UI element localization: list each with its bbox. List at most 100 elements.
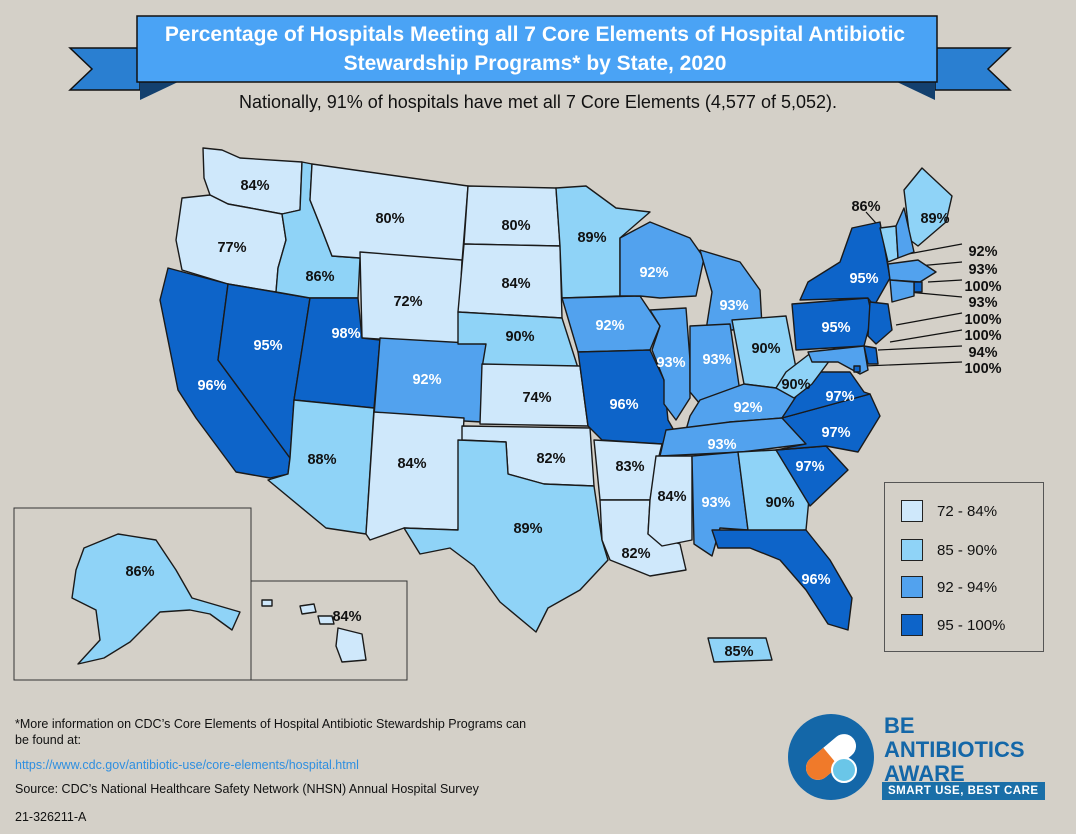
state-label-va: 97% bbox=[825, 389, 854, 405]
state-ak bbox=[71, 533, 241, 665]
state-label-ca: 96% bbox=[197, 378, 226, 394]
state-label-de: 100% bbox=[964, 328, 1001, 344]
legend-label: 85 - 90% bbox=[937, 541, 998, 559]
state-label-ga: 90% bbox=[765, 495, 794, 511]
state-label-tn: 93% bbox=[707, 437, 736, 453]
state-nm bbox=[365, 411, 465, 541]
state-label-nj: 100% bbox=[964, 312, 1001, 328]
state-label-sc: 97% bbox=[795, 459, 824, 475]
state-label-ne: 90% bbox=[505, 329, 534, 345]
state-label-wi: 92% bbox=[639, 265, 668, 281]
state-label-dc: 100% bbox=[964, 361, 1001, 377]
state-label-ok: 82% bbox=[536, 451, 565, 467]
be-antibiotics-aware-logo: BE ANTIBIOTICS AWARE SMART USE, BEST CAR… bbox=[788, 712, 1048, 802]
state-label-oh: 90% bbox=[751, 341, 780, 357]
state-label-id: 86% bbox=[305, 269, 334, 285]
legend-swatch bbox=[901, 576, 923, 598]
state-pr bbox=[707, 637, 773, 663]
state-nj bbox=[867, 301, 893, 345]
state-tx bbox=[403, 439, 609, 633]
legend-item: 92 - 94% bbox=[901, 575, 997, 599]
state-label-vt: 86% bbox=[851, 199, 880, 215]
state-label-nh: 92% bbox=[968, 244, 997, 260]
state-label-tx: 89% bbox=[513, 521, 542, 537]
logo-wordmark: BE ANTIBIOTICS AWARE bbox=[884, 714, 1025, 786]
logo-line: AWARE bbox=[884, 761, 965, 786]
state-label-ak: 86% bbox=[125, 564, 154, 580]
state-ny bbox=[799, 221, 891, 307]
logo-line: BE bbox=[884, 713, 915, 738]
logo-tagline: SMART USE, BEST CARE bbox=[882, 782, 1045, 800]
leader-lines bbox=[863, 211, 963, 367]
state-label-ky: 92% bbox=[733, 400, 762, 416]
state-label-ks: 74% bbox=[522, 390, 551, 406]
legend-label: 92 - 94% bbox=[937, 578, 998, 596]
state-label-mi: 93% bbox=[719, 298, 748, 314]
logo-line: ANTIBIOTICS bbox=[884, 737, 1025, 762]
state-label-sd: 84% bbox=[501, 276, 530, 292]
state-label-pr: 85% bbox=[724, 644, 753, 660]
legend-swatch bbox=[901, 539, 923, 561]
state-label-ri: 100% bbox=[964, 279, 1001, 295]
legend-swatch bbox=[901, 500, 923, 522]
state-ri bbox=[913, 281, 923, 293]
state-label-fl: 96% bbox=[801, 572, 830, 588]
legend-item: 72 - 84% bbox=[901, 499, 997, 523]
state-il bbox=[649, 307, 691, 421]
state-label-mt: 80% bbox=[375, 211, 404, 227]
state-ct bbox=[889, 279, 915, 303]
state-label-md: 94% bbox=[968, 345, 997, 361]
hawaii-inset-frame bbox=[250, 580, 408, 681]
state-dc bbox=[853, 365, 861, 373]
state-fl bbox=[711, 529, 853, 631]
legend-item: 85 - 90% bbox=[901, 538, 997, 562]
state-wi bbox=[619, 221, 705, 299]
state-label-ar: 83% bbox=[615, 459, 644, 475]
state-label-wv: 90% bbox=[781, 377, 810, 393]
state-label-ut: 98% bbox=[331, 326, 360, 342]
state-label-mn: 89% bbox=[577, 230, 606, 246]
state-label-in: 93% bbox=[702, 352, 731, 368]
state-hi bbox=[261, 599, 367, 663]
legend-label: 72 - 84% bbox=[937, 502, 998, 520]
state-label-nv: 95% bbox=[253, 338, 282, 354]
state-ma bbox=[887, 259, 937, 283]
state-me bbox=[903, 167, 953, 247]
state-label-pa: 95% bbox=[821, 320, 850, 336]
state-label-me: 89% bbox=[920, 211, 949, 227]
state-nh bbox=[895, 207, 915, 259]
state-label-nd: 80% bbox=[501, 218, 530, 234]
banner-ribbon bbox=[68, 15, 1012, 100]
state-md bbox=[807, 345, 869, 375]
state-label-wy: 72% bbox=[393, 294, 422, 310]
core-elements-link[interactable]: https://www.cdc.gov/antibiotic-use/core-… bbox=[15, 758, 359, 772]
state-nc bbox=[775, 393, 881, 453]
legend-label: 95 - 100% bbox=[937, 616, 1006, 634]
state-label-ct: 93% bbox=[968, 295, 997, 311]
state-label-mo: 96% bbox=[609, 397, 638, 413]
title-banner: Percentage of Hospitals Meeting all 7 Co… bbox=[0, 0, 1076, 110]
state-nd bbox=[463, 185, 561, 247]
legend-item: 95 - 100% bbox=[901, 613, 1005, 637]
state-label-wa: 84% bbox=[240, 178, 269, 194]
chart-title: Percentage of Hospitals Meeting all 7 Co… bbox=[164, 23, 906, 75]
state-label-nm: 84% bbox=[397, 456, 426, 472]
footnote: *More information on CDC’s Core Elements… bbox=[15, 717, 527, 747]
state-label-ma: 93% bbox=[968, 262, 997, 278]
state-label-or: 77% bbox=[217, 240, 246, 256]
state-label-hi: 84% bbox=[332, 609, 361, 625]
state-label-co: 92% bbox=[412, 372, 441, 388]
state-label-az: 88% bbox=[307, 452, 336, 468]
document-id: 21-326211-A bbox=[15, 810, 87, 824]
state-label-la: 82% bbox=[621, 546, 650, 562]
state-label-ia: 92% bbox=[595, 318, 624, 334]
state-label-il: 93% bbox=[656, 355, 685, 371]
state-label-ny: 95% bbox=[849, 271, 878, 287]
national-summary: Nationally, 91% of hospitals have met al… bbox=[239, 92, 837, 112]
pill-capsule-icon bbox=[788, 714, 874, 800]
state-label-al: 93% bbox=[701, 495, 730, 511]
state-label-nc: 97% bbox=[821, 425, 850, 441]
state-label-ms: 84% bbox=[657, 489, 686, 505]
legend-swatch bbox=[901, 614, 923, 636]
